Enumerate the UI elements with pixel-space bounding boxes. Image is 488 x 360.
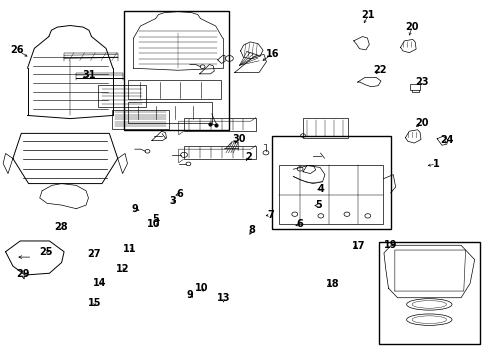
Text: 13: 13 xyxy=(216,293,230,303)
Bar xyxy=(378,242,479,344)
Text: 2: 2 xyxy=(244,152,251,162)
Text: 10: 10 xyxy=(194,283,208,293)
Text: 27: 27 xyxy=(87,248,101,258)
Text: 21: 21 xyxy=(361,10,374,20)
Bar xyxy=(409,84,419,90)
Text: 9: 9 xyxy=(132,204,139,215)
Text: 9: 9 xyxy=(186,290,193,300)
Text: 26: 26 xyxy=(11,45,24,55)
Bar xyxy=(112,110,169,129)
Bar xyxy=(183,145,255,159)
Text: 6: 6 xyxy=(176,189,183,199)
Text: 19: 19 xyxy=(383,239,397,249)
Text: 14: 14 xyxy=(93,278,107,288)
Text: 20: 20 xyxy=(405,22,418,32)
Text: 3: 3 xyxy=(169,196,175,206)
Text: 25: 25 xyxy=(39,247,52,257)
Text: 4: 4 xyxy=(317,184,323,194)
Text: 5: 5 xyxy=(315,200,322,210)
Text: 28: 28 xyxy=(54,222,68,231)
Text: 16: 16 xyxy=(265,49,279,59)
Text: 30: 30 xyxy=(231,134,245,144)
Text: 20: 20 xyxy=(414,118,428,128)
Bar xyxy=(123,12,228,130)
Bar xyxy=(271,136,390,229)
Text: 8: 8 xyxy=(248,225,255,235)
Text: 31: 31 xyxy=(82,70,96,80)
Bar xyxy=(183,118,255,131)
Bar xyxy=(303,118,347,138)
Text: 15: 15 xyxy=(88,298,102,308)
Text: 10: 10 xyxy=(147,219,160,229)
Text: 11: 11 xyxy=(123,244,136,254)
Bar xyxy=(279,165,383,224)
Text: 12: 12 xyxy=(116,264,129,274)
Bar xyxy=(98,85,146,107)
Text: 5: 5 xyxy=(152,215,159,224)
Text: 6: 6 xyxy=(296,219,303,229)
Bar xyxy=(128,102,211,123)
Text: 29: 29 xyxy=(16,269,29,279)
Text: 7: 7 xyxy=(266,210,273,220)
Text: 24: 24 xyxy=(439,135,453,145)
Text: 17: 17 xyxy=(352,241,365,251)
Text: 1: 1 xyxy=(432,159,439,169)
Text: 18: 18 xyxy=(326,279,339,289)
Bar xyxy=(128,81,221,99)
Text: 23: 23 xyxy=(414,77,427,87)
Text: 22: 22 xyxy=(372,64,386,75)
